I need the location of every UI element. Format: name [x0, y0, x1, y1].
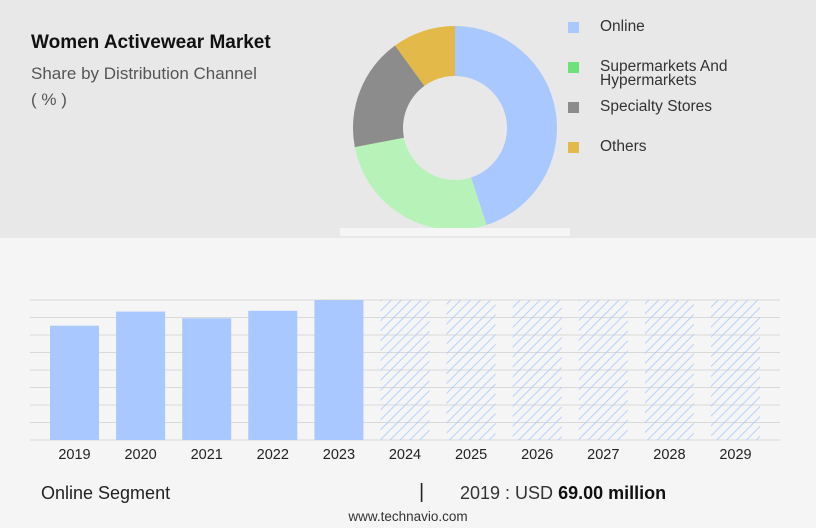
x-tick-label-2022: 2022 — [257, 447, 289, 463]
donut-slice-others — [395, 26, 455, 86]
segment-amount: 69.00 million — [558, 483, 667, 503]
x-tick-label-2027: 2027 — [587, 447, 619, 463]
legend-swatch-online — [568, 22, 579, 33]
legend-item-supermarkets: Supermarkets And Hypermarkets — [568, 58, 800, 88]
donut-slice-specialty — [353, 45, 425, 148]
x-tick-label-2026: 2026 — [521, 447, 553, 463]
x-tick-label-2019: 2019 — [58, 447, 90, 463]
legend-label-supermarkets: Supermarkets And Hypermarkets — [600, 58, 728, 89]
forecast-bar-2024 — [380, 300, 430, 440]
forecast-bar-2026 — [512, 300, 562, 440]
legend-label-specialty: Specialty Stores — [600, 98, 712, 115]
donut-slice-supermarkets — [354, 137, 487, 231]
legend-item-others: Others — [568, 138, 800, 154]
donut-chart — [340, 26, 570, 236]
legend-swatch-others — [568, 142, 579, 153]
bar-2021 — [182, 318, 232, 440]
chart-unit: ( % ) — [31, 90, 67, 109]
legend-swatch-supermarkets — [568, 62, 579, 73]
x-tick-label-2028: 2028 — [653, 447, 685, 463]
segment-year: 2019 : USD — [460, 483, 554, 503]
legend-item-online: Online — [568, 18, 800, 34]
x-tick-label-2023: 2023 — [323, 447, 355, 463]
legend-label-online: Online — [600, 18, 645, 35]
x-tick-label-2020: 2020 — [124, 447, 156, 463]
donut-slice-online — [455, 26, 557, 226]
chart-title: Women Activewear Market — [31, 32, 271, 53]
bar-chart: 2019 2020 2021 2022 2023 2024 2025 2026 2027 2028… — [30, 299, 780, 463]
forecast-bar-2029 — [711, 300, 760, 440]
x-tick-label-2024: 2024 — [389, 447, 421, 463]
legend-swatch-specialty — [568, 102, 579, 113]
forecast-bar-2025 — [446, 300, 496, 440]
legend-label-others: Others — [600, 138, 647, 155]
x-tick-label-2021: 2021 — [191, 447, 223, 463]
segment-label: Online Segment — [41, 483, 171, 503]
watermark: www.technavio.com — [348, 509, 468, 524]
bar-2019 — [50, 325, 99, 440]
x-tick-label-2025: 2025 — [455, 447, 487, 463]
legend-item-specialty: Specialty Stores — [568, 98, 800, 114]
bar-2022 — [248, 310, 298, 440]
forecast-bar-2028 — [644, 300, 694, 440]
segment-value: 2019 : USD 69.00 million — [460, 483, 666, 504]
chart-subtitle: Share by Distribution Channel — [31, 64, 257, 83]
footer-divider: | — [419, 481, 425, 503]
x-tick-label-2029: 2029 — [719, 447, 751, 463]
bar-2023 — [314, 300, 364, 440]
donut-crop — [340, 228, 570, 236]
bar-2020 — [116, 311, 166, 440]
forecast-bar-2027 — [578, 300, 628, 440]
